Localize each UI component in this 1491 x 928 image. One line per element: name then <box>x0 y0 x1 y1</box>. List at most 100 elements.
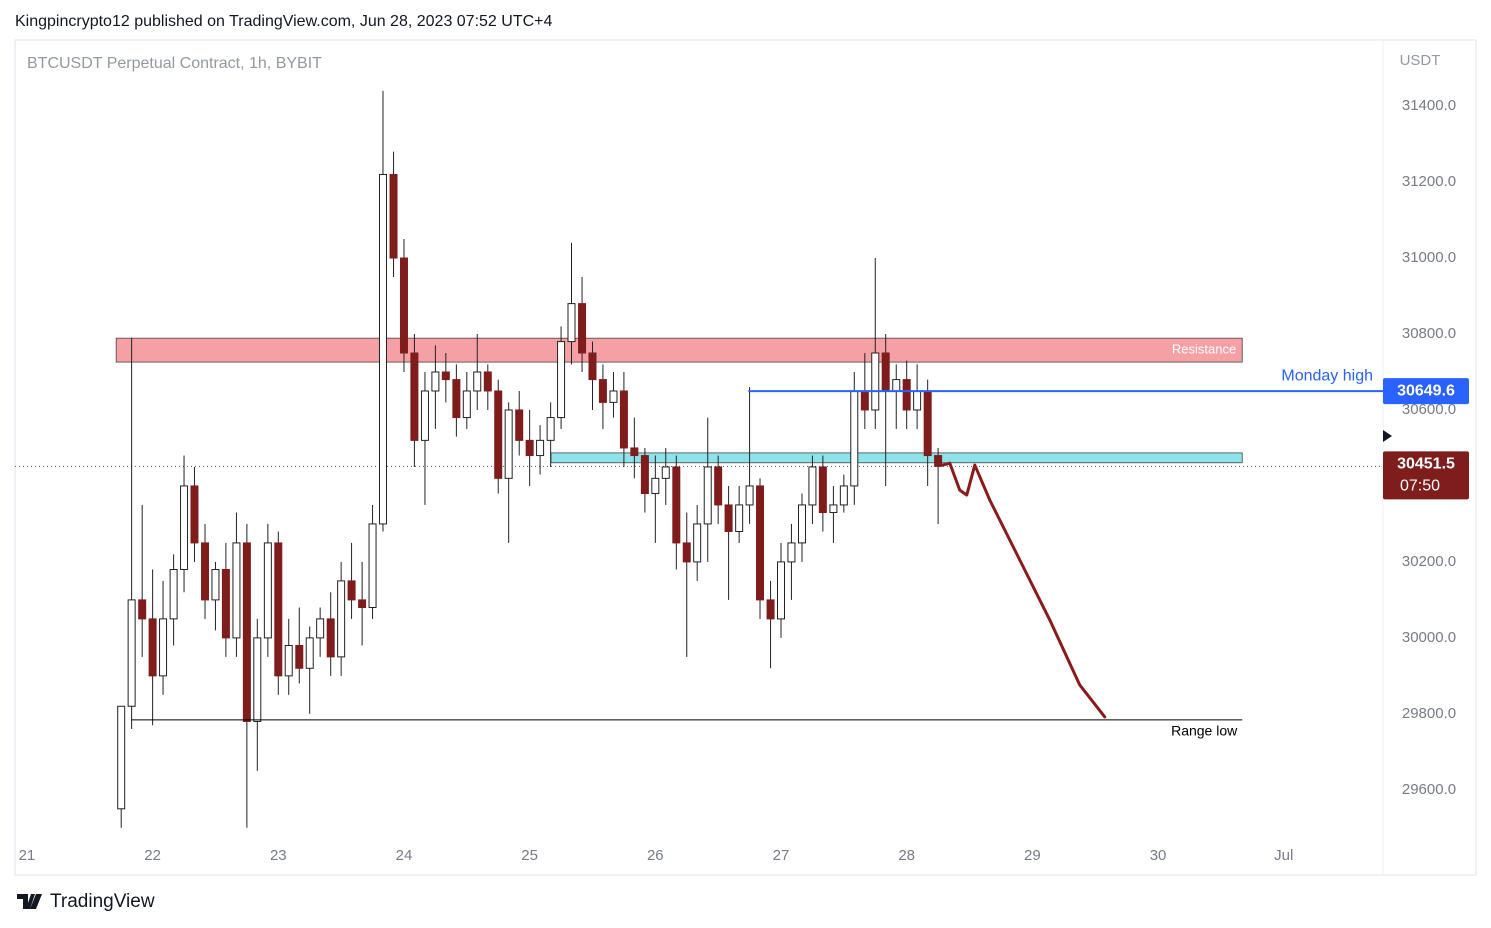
candle-body <box>640 455 649 495</box>
candle-body <box>358 599 367 608</box>
scroll-arrow <box>1383 430 1392 442</box>
level-label: Monday high <box>1281 367 1373 384</box>
candle-body <box>913 390 922 411</box>
candle-body <box>284 644 293 677</box>
symbol-label: BTCUSDT Perpetual Contract, 1h, BYBIT <box>27 55 322 72</box>
candle-body <box>745 485 754 506</box>
candle-body <box>441 371 450 381</box>
candle-body <box>724 504 733 533</box>
candle-body <box>609 390 618 403</box>
countdown-label: 07:50 <box>1400 478 1440 495</box>
brand: TradingView <box>50 891 155 912</box>
candle-body <box>536 439 545 457</box>
y-tick-label: 30800.0 <box>1402 325 1456 342</box>
candle-body <box>515 409 524 441</box>
candle-body <box>159 618 168 677</box>
candle-body <box>672 466 681 544</box>
candle-body <box>190 485 199 544</box>
logo-icon <box>17 894 42 909</box>
candle-body <box>777 561 786 620</box>
candle-body <box>399 257 408 354</box>
candle-body <box>420 390 429 441</box>
y-tick-label: 30200.0 <box>1402 553 1456 570</box>
price-tag-label: 30649.6 <box>1397 382 1455 399</box>
x-tick-label: 24 <box>396 847 413 864</box>
x-tick-label: 25 <box>521 847 538 864</box>
candle-body <box>483 371 492 392</box>
projection-path <box>941 461 1107 719</box>
zone <box>115 337 1243 363</box>
candle-body <box>326 618 335 658</box>
last-price-tag <box>1383 451 1469 500</box>
zone <box>550 452 1243 464</box>
candle-body <box>127 599 136 707</box>
candle-body <box>242 542 251 722</box>
candle-body <box>305 637 314 669</box>
candle-body <box>619 390 628 449</box>
candle-body <box>180 485 189 571</box>
candle-body <box>934 455 943 467</box>
candle-body <box>682 542 691 563</box>
candle-body <box>578 303 587 354</box>
candle-body <box>703 466 712 525</box>
y-tick-label: 31200.0 <box>1402 173 1456 190</box>
candle-body <box>860 390 869 411</box>
candle-body <box>494 390 503 479</box>
candle-body <box>871 352 880 411</box>
y-tick-label: 31000.0 <box>1402 249 1456 266</box>
candle-body <box>588 352 597 381</box>
y-tick-label: 30000.0 <box>1402 629 1456 646</box>
candle-body <box>274 542 283 677</box>
candle-body <box>818 466 827 514</box>
candle-body <box>504 409 513 479</box>
candle-body <box>808 466 817 506</box>
zone-label: Resistance <box>1172 342 1236 357</box>
candle-body <box>347 580 356 601</box>
candle-body <box>892 379 901 392</box>
x-tick-label: 21 <box>19 847 36 864</box>
level-label: Range low <box>1171 723 1238 739</box>
candle-body <box>557 341 566 419</box>
candle-body <box>378 173 387 525</box>
candle-body <box>598 379 607 403</box>
candle-body <box>389 173 398 259</box>
last-price-label: 30451.5 <box>1397 456 1455 473</box>
candle-body <box>431 371 440 392</box>
tv-logo: TradingView <box>17 891 155 912</box>
x-tick-label: 28 <box>898 847 915 864</box>
candle-body <box>316 618 325 639</box>
candle-body <box>462 390 471 419</box>
x-tick-label: 23 <box>270 847 287 864</box>
candle-body <box>693 523 702 563</box>
candle-body <box>410 352 419 441</box>
candle-body <box>148 618 157 677</box>
y-axis-label: USDT <box>1400 52 1441 69</box>
candle-body <box>232 542 241 639</box>
candle-body <box>169 569 178 620</box>
candle-body <box>797 504 806 544</box>
candle-body <box>923 390 932 457</box>
x-tick-label: 29 <box>1024 847 1041 864</box>
y-tick-label: 29800.0 <box>1402 705 1456 722</box>
y-tick-label: 29600.0 <box>1402 781 1456 798</box>
candle-body <box>787 542 796 563</box>
x-tick-label: 22 <box>144 847 161 864</box>
candle-body <box>138 599 147 620</box>
candle-body <box>452 379 461 419</box>
x-tick-label: Jul <box>1274 847 1293 864</box>
candle-body <box>473 371 482 392</box>
publish-title: Kingpincrypto12 published on TradingView… <box>15 13 552 30</box>
candle-body <box>546 417 555 441</box>
candle-body <box>117 705 126 810</box>
y-tick-label: 31400.0 <box>1402 97 1456 114</box>
x-tick-label: 27 <box>773 847 790 864</box>
candle-body <box>337 580 346 658</box>
candle-body <box>902 379 911 411</box>
candle-body <box>567 303 576 343</box>
candle-body <box>253 637 262 722</box>
x-tick-label: 30 <box>1150 847 1167 864</box>
candle-body <box>263 542 272 639</box>
candle-body <box>839 485 848 506</box>
